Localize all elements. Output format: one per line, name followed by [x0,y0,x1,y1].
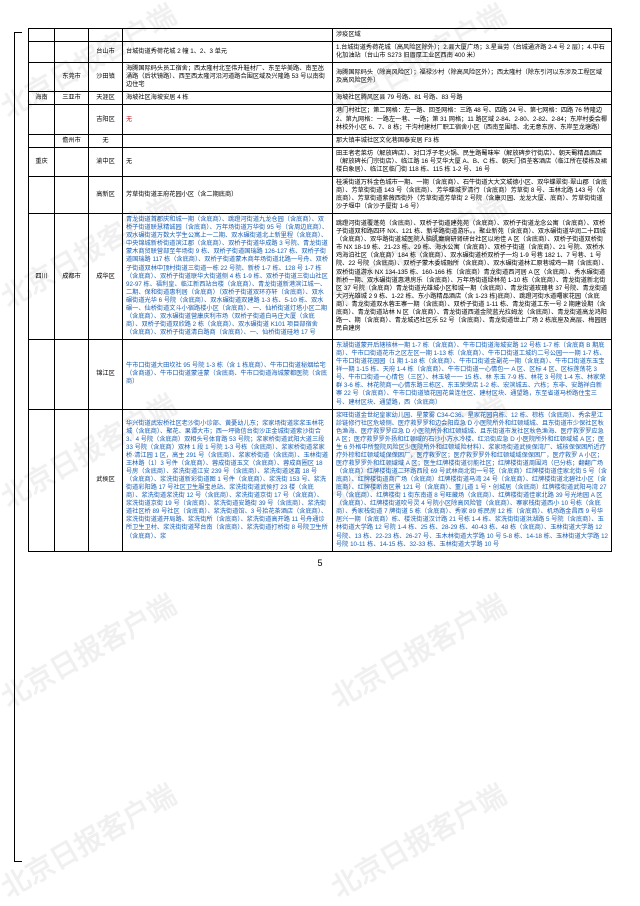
cell-area-a [123,134,333,147]
cell-area-b: 东湖街道蒙开后辖核林一期 1-7 栋（含底商）、牛市口街道海城安路 12 号栋 … [333,340,612,410]
risk-area-table: 涉疫区域台山市台城街道秀荷花城 2 幢 1、2、3 单元1.台城街道秀荷花城（高… [28,28,612,552]
cell-city: 三亚市 [55,92,89,105]
cell-dist: 成华区 [89,214,123,340]
cell-area-b: 浆旺街道金世纪皇家幼儿园、星蒙雾 C34-C36、星家花园向栋、12 栋、棕栋（… [333,409,612,551]
cell-area-b: 跳蹬河街道覆蓬苑（含底商）、双桥子街道建苑苑（含底商）、双桥子街道龙念公寓（含底… [333,214,612,340]
cell-dist: 武侯区 [89,409,123,551]
cell-prov: 四川 [29,214,55,340]
cell-area-a: 青龙街道首郡庆和城一期（含底商）、跳蹬河街道九龙仓园（含底商）、双桥子街道联慧精… [123,214,333,340]
cell-prov [29,105,55,134]
table-row: 儋州市无 那大镇丰城社区文化巷国泰安居 F3 栋 [29,134,612,147]
cell-area-b: 桂溪街道万科金色城市一期、一期（含底商）、石牛街道大大文城德小区、双华蝶翠街·翠… [333,176,612,213]
table-header-row: 涉疫区域 [29,29,612,42]
cell-area-a: 无 [123,147,333,176]
cell-area-a: 无 [123,105,333,134]
table-row: 四川成都市成华区青龙街道首郡庆和城一期（含底商）、跳蹬河街道九龙仓园（含底商）、… [29,214,612,340]
watermark: 北京日报客户端 [323,584,513,717]
header-cell [123,29,333,42]
table-row: 武侯区华兴街道武宏桥社区老沙街小诊部、黄憂幼儿东；浆家场街道浆浆玉林花城（含底商… [29,409,612,551]
header-cell-region: 涉疫区域 [333,29,612,42]
cell-dist: 渝中区 [89,147,123,176]
cell-city [55,42,89,63]
cell-area-a: 海坡社区海坡安居 4 栋 [123,92,333,105]
cell-dist: 沙田镇 [89,63,123,92]
table-row: 吉阳区无港门村社区；第二网格：左一路、回圣网格：三路 48 号、四路 24 号、… [29,105,612,134]
cell-dist: 天涯区 [89,92,123,105]
cell-area-a: 芳草街街道王府花园小区（含二期底商） [123,176,333,213]
cell-prov: 重庆 [29,147,55,176]
cell-area-a: 华兴街道武宏桥社区老沙街小诊部、黄憂幼儿东；浆家场街道浆浆玉林花城（含底商）、聚… [123,409,333,551]
cell-dist: 吉阳区 [89,105,123,134]
cell-prov [29,134,55,147]
cell-dist: 高新区 [89,176,123,213]
cell-dist: 无 [89,134,123,147]
table-row: 台山市台城街道秀荷花城 2 幢 1、2、3 单元1.台城街道秀荷花城（高风险区除… [29,42,612,63]
cell-area-b: 1.台城街道秀荷花城（高风险区除外）；2.县大厦广场；3.星当劳（台城通济路 2… [333,42,612,63]
table-row: 东莞市沙田镇海腾国际码头员工宿舍；西太隆村北至伟升鞋材厂、东至华美路、南至氹涌路… [29,63,612,92]
cell-prov [29,176,55,213]
header-cell [55,29,89,42]
header-cell [29,29,55,42]
cell-city [55,105,89,134]
cell-city [55,409,89,551]
cell-city: 儋州市 [55,134,89,147]
cell-area-b: 田王者老菜坊（解放碑店）、对口浮子老火锅、民生路蜀味牢（解放碑步行街店）、朝天蜀… [333,147,612,176]
cell-prov [29,42,55,63]
header-cell [89,29,123,42]
cell-city: 成都市 [55,214,89,340]
left-bracket-decoration [14,32,22,862]
table-row: 重庆 渝中区无田王者老菜坊（解放碑店）、对口浮子老火锅、民生路蜀味牢（解放碑步行街… [29,147,612,176]
cell-area-b: 海腾国际码头（除高风险区）；福禄沙村（除高风险区外）；西太隆村（除东引河以东涉及… [333,63,612,92]
cell-city [55,147,89,176]
cell-city [55,176,89,213]
cell-area-b: 海坡社区腾风区县 79 号路、81 号路、83 号路 [333,92,612,105]
cell-prov [29,340,55,410]
cell-prov [29,63,55,92]
cell-dist: 锦江区 [89,340,123,410]
cell-prov [29,409,55,551]
cell-city [55,340,89,410]
cell-area-a: 海腾国际码头员工宿舍；西太隆村北至伟升鞋材厂、东至华美路、南至氹涌路（后状镜路）… [123,63,333,92]
cell-area-a: 台城街道秀荷花城 2 幢 1、2、3 单元 [123,42,333,63]
cell-area-a: 牛市口街道大田坎社 95 号院 1-3 栋（含 1 栋底商）、牛市口街道秘烟给宅… [123,340,333,410]
watermark: 北京日报客户端 [323,774,513,906]
table-row: 锦江区牛市口街道大田坎社 95 号院 1-3 栋（含 1 栋底商）、牛市口街道秘… [29,340,612,410]
table-row: 高新区芳草街街道王府花园小区（含二期底商）桂溪街道万科金色城市一期、一期（含底商… [29,176,612,213]
table-row: 海南三亚市天涯区海坡社区海坡安居 4 栋海坡社区腾风区县 79 号路、81 号路… [29,92,612,105]
cell-area-b: 那大镇丰城社区文化巷国泰安居 F3 栋 [333,134,612,147]
cell-city: 东莞市 [55,63,89,92]
watermark: 北京日报客户端 [0,774,183,906]
cell-prov: 海南 [29,92,55,105]
page-number: 5 [28,558,612,568]
cell-area-b: 港门村社区；第二网格：左一路、回圣网格：三路 48 号、四路 24 号、第七网格… [333,105,612,134]
watermark: 北京日报客户端 [0,584,183,717]
page-body: 涉疫区域台山市台城街道秀荷花城 2 幢 1、2、3 单元1.台城街道秀荷花城（高… [0,0,640,586]
cell-dist: 台山市 [89,42,123,63]
